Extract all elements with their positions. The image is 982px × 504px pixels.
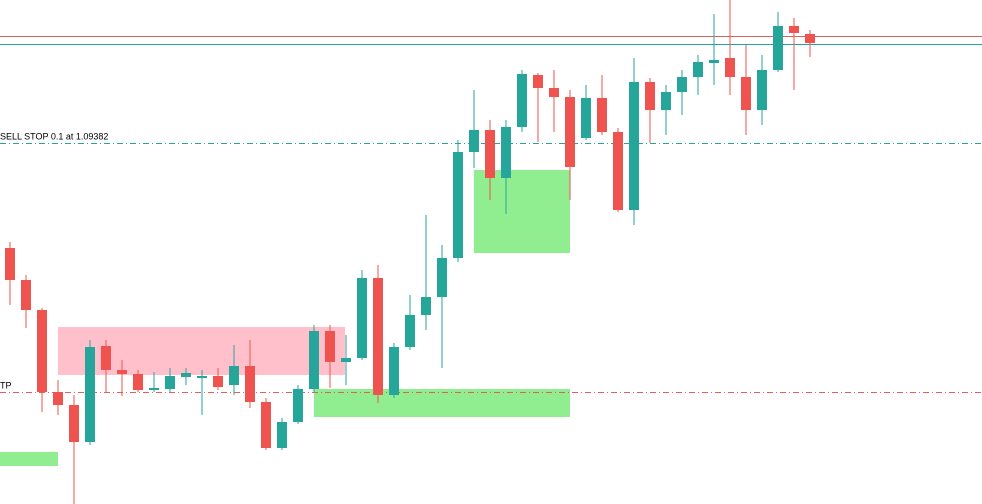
candle-body bbox=[5, 248, 15, 280]
candle-body bbox=[421, 297, 431, 315]
candle-body bbox=[261, 402, 271, 448]
candle-body bbox=[517, 74, 527, 127]
candle-body bbox=[293, 389, 303, 422]
candle-body bbox=[341, 358, 351, 362]
candle-body bbox=[149, 388, 159, 390]
candle-body bbox=[725, 58, 735, 77]
candle-body bbox=[693, 62, 703, 77]
level-label: SELL STOP 0.1 at 1.09382 bbox=[0, 132, 108, 142]
zone bbox=[0, 452, 58, 466]
candle-body bbox=[741, 77, 751, 110]
candle-body bbox=[501, 127, 511, 178]
candle-body bbox=[181, 373, 191, 377]
candle-body bbox=[357, 278, 367, 358]
candle-body bbox=[773, 26, 783, 70]
candle-body bbox=[53, 392, 63, 405]
candle-body bbox=[437, 258, 447, 297]
candle-body bbox=[565, 97, 575, 167]
candle-body bbox=[677, 77, 687, 92]
candle-body bbox=[757, 70, 767, 110]
zone bbox=[314, 389, 570, 417]
candle-body bbox=[805, 34, 815, 43]
candle-body bbox=[21, 280, 31, 310]
candle-body bbox=[789, 26, 799, 33]
candle-body bbox=[533, 75, 543, 88]
candle-body bbox=[373, 278, 383, 395]
candle-body bbox=[69, 405, 79, 442]
candle-body bbox=[101, 346, 111, 370]
candle-body bbox=[469, 130, 479, 152]
candle-body bbox=[85, 347, 95, 442]
candle-body bbox=[453, 152, 463, 258]
candle-body bbox=[197, 376, 207, 378]
candle-body bbox=[277, 422, 287, 448]
candle-body bbox=[245, 366, 255, 402]
candle-body bbox=[325, 331, 335, 362]
candle-body bbox=[165, 376, 175, 389]
candle-body bbox=[549, 88, 559, 97]
candle-body bbox=[645, 82, 655, 110]
candle-body bbox=[229, 366, 239, 385]
candle-body bbox=[133, 374, 143, 390]
candle-body bbox=[37, 310, 47, 392]
candle-body bbox=[117, 370, 127, 374]
candle-body bbox=[709, 60, 719, 63]
candle-body bbox=[485, 130, 495, 178]
zone bbox=[474, 170, 570, 253]
candle-body bbox=[613, 132, 623, 210]
candle-body bbox=[661, 92, 671, 110]
candle-body bbox=[213, 376, 223, 387]
candle-body bbox=[629, 82, 639, 210]
candle-body bbox=[309, 331, 319, 389]
candle-body bbox=[405, 315, 415, 347]
candle-body bbox=[597, 98, 607, 132]
candle-body bbox=[389, 347, 399, 395]
candle-body bbox=[581, 98, 591, 138]
level-label: TP bbox=[0, 381, 12, 391]
